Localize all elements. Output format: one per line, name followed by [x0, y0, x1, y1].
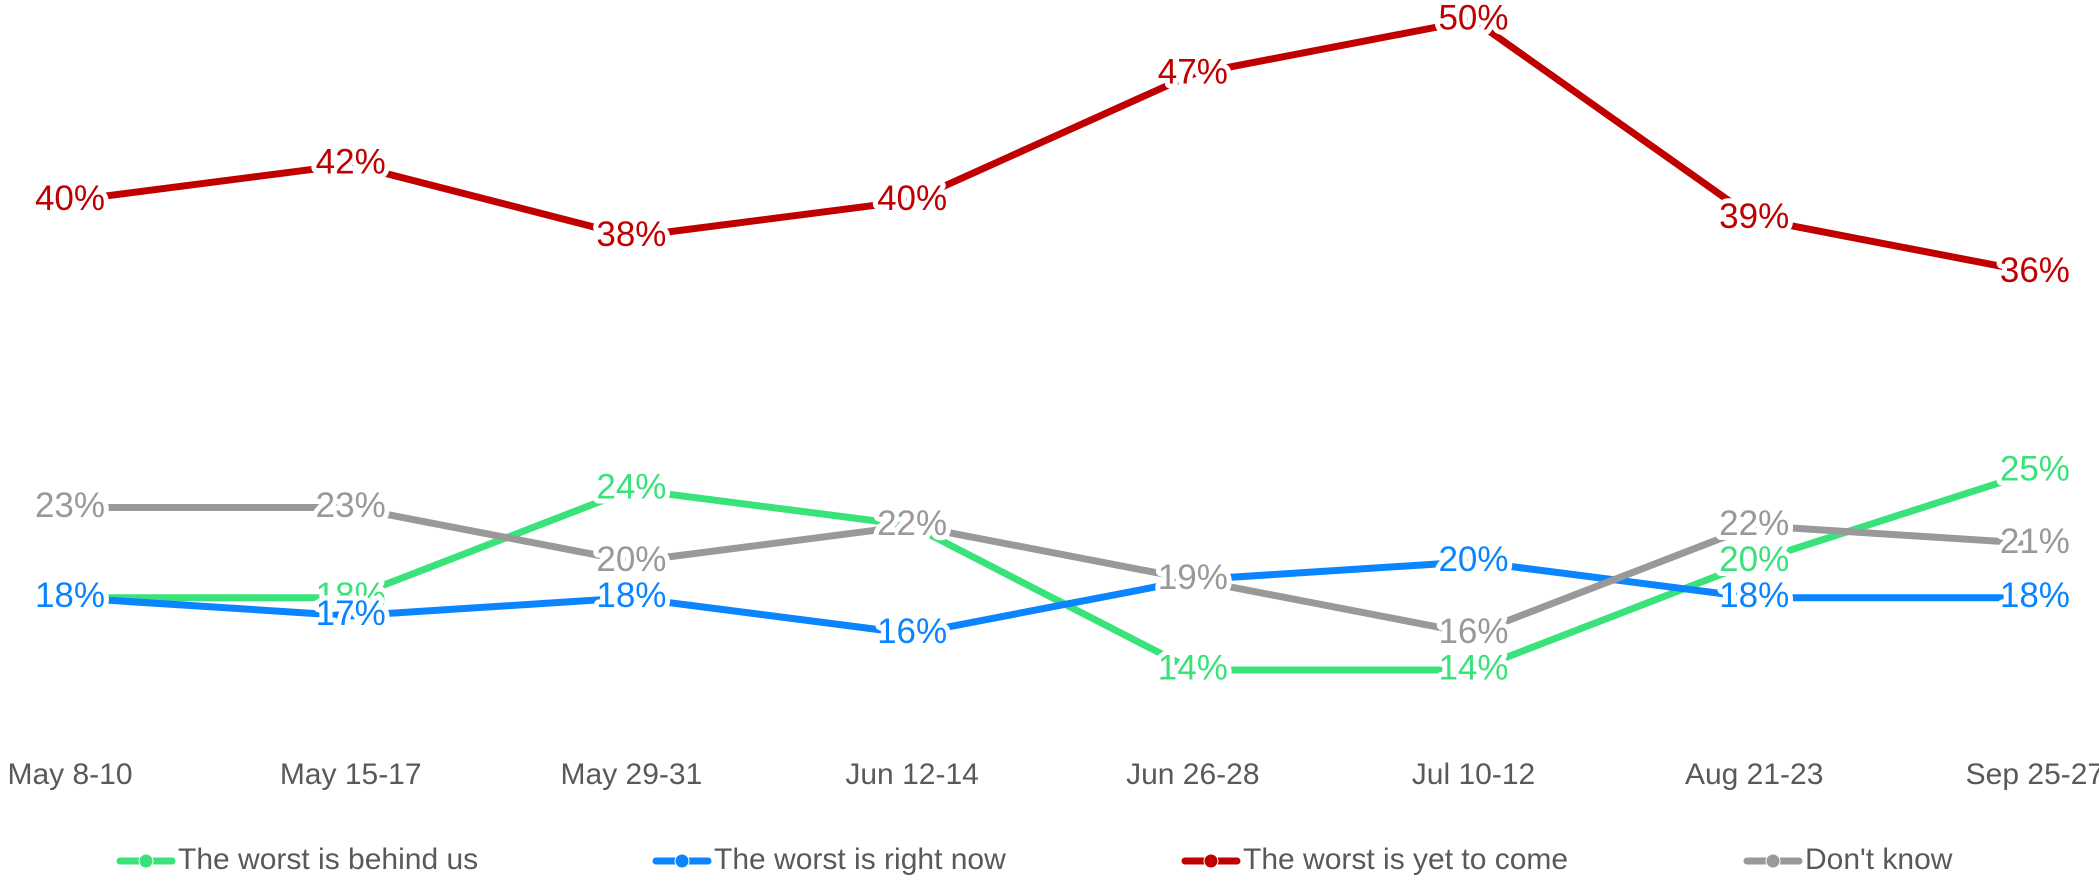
legend-marker [1203, 853, 1219, 869]
data-label: 20% [1719, 540, 1789, 579]
x-tick-label: Jun 12-14 [845, 758, 978, 791]
data-label: 23% [35, 486, 105, 525]
legend-marker [1765, 853, 1781, 869]
data-label: 19% [1158, 558, 1228, 597]
data-label: 22% [877, 504, 947, 543]
data-label: 23% [316, 486, 386, 525]
data-label: 20% [1438, 540, 1508, 579]
data-label: 22% [877, 504, 947, 543]
data-label: 17% [316, 594, 386, 633]
legend-marker [138, 853, 154, 869]
data-label: 18% [596, 576, 666, 615]
legend-marker [674, 853, 690, 869]
series-line [69, 16, 2036, 277]
data-label: 16% [877, 612, 947, 651]
series-line [70, 504, 2036, 638]
data-label: 40% [35, 179, 105, 218]
legend-label: The worst is behind us [178, 843, 478, 876]
data-label: 24% [596, 468, 666, 507]
series-line [70, 468, 2036, 674]
data-label: 39% [1719, 197, 1789, 236]
data-label: 18% [2000, 576, 2070, 615]
data-label: 18% [35, 576, 105, 615]
data-label: 18% [35, 576, 105, 615]
data-label: 25% [2000, 450, 2070, 489]
x-tick-label: Aug 21-23 [1685, 758, 1823, 791]
x-tick-label: May 15-17 [280, 758, 422, 791]
data-label: 18% [316, 576, 386, 615]
data-label: 19% [1158, 558, 1228, 597]
x-tick-label: May 8-10 [7, 758, 132, 791]
legend-label: The worst is right now [714, 843, 1006, 876]
data-label: 50% [1438, 0, 1508, 37]
legend-label: The worst is yet to come [1243, 843, 1568, 876]
data-label: 16% [1438, 612, 1508, 651]
legend-label: Don't know [1805, 843, 1953, 876]
data-label: 40% [877, 179, 947, 218]
data-label: 14% [1158, 648, 1228, 687]
data-label: 20% [596, 540, 666, 579]
x-tick-label: May 29-31 [561, 758, 703, 791]
data-label: 36% [2000, 251, 2070, 290]
data-label: 14% [1438, 648, 1508, 687]
data-label: 21% [2000, 522, 2070, 561]
data-label: 47% [1158, 52, 1228, 91]
data-label: 38% [596, 215, 666, 254]
x-tick-label: Jul 10-12 [1412, 758, 1535, 791]
x-tick-label: Jun 26-28 [1126, 758, 1259, 791]
series-line [69, 558, 2035, 638]
data-label: 22% [1719, 504, 1789, 543]
data-label: 18% [1719, 576, 1789, 615]
data-label: 42% [316, 143, 386, 182]
x-tick-label: Sep 25-27 [1966, 758, 2099, 791]
